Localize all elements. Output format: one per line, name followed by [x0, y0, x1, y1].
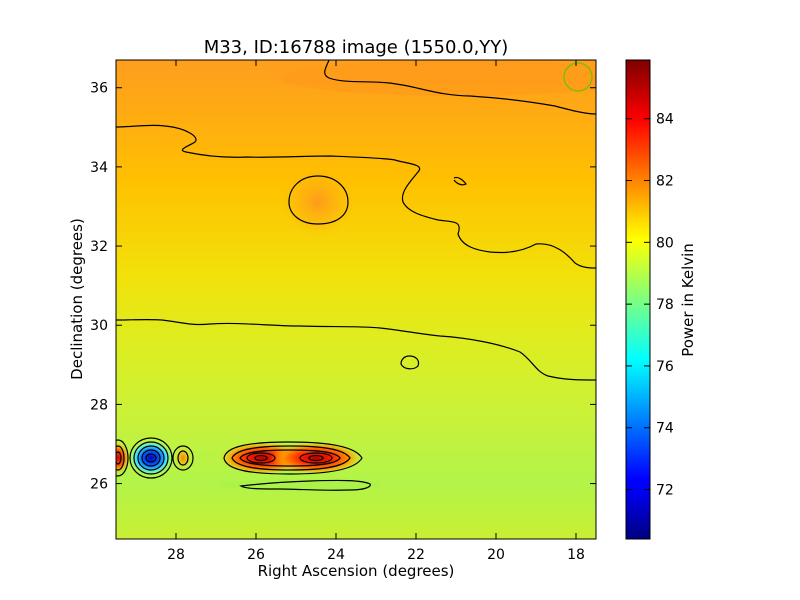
contour-line: [453, 176, 467, 186]
y-tick-label: 30: [90, 318, 108, 334]
x-tick-label: 18: [567, 547, 585, 563]
colorbar-tick-label: 76: [656, 359, 674, 375]
contour-line: [177, 450, 189, 466]
colorbar-tick-label: 80: [656, 235, 674, 251]
y-tick-label: 36: [90, 81, 108, 97]
heatmap-feature-north-band: [280, 60, 596, 96]
contour-line: [145, 453, 157, 463]
colorbar-gradient: [625, 59, 651, 540]
contour-line: [116, 445, 125, 471]
y-tick-label: 28: [90, 397, 108, 413]
contour-line: [324, 60, 596, 115]
contour-line: [231, 445, 351, 471]
contour-line: [239, 449, 341, 467]
chart-title: M33, ID:16788 image (1550.0,YY): [204, 37, 509, 58]
heatmap-feature-cold: [129, 440, 173, 476]
contour-lines: [116, 60, 596, 491]
heatmap-feature-south-band: [220, 479, 380, 491]
plot-frame: [115, 59, 597, 540]
contour-line: [129, 437, 173, 479]
contour-line: [116, 124, 596, 269]
heatmap-area: [116, 60, 596, 539]
contour-line: [133, 441, 169, 475]
colorbar-tick-label: 82: [656, 174, 674, 190]
marker-circle: [563, 62, 593, 92]
x-tick-label: 22: [407, 547, 425, 563]
colorbar-tick-label: 74: [656, 421, 674, 437]
colorbar-label: Power in Kelvin: [679, 243, 697, 357]
contour-line: [116, 318, 596, 381]
contour-line: [172, 445, 194, 471]
x-tick-label: 26: [247, 547, 265, 563]
x-axis-label: Right Ascension (degrees): [258, 562, 455, 580]
contour-line: [137, 445, 165, 471]
contour-line: [308, 454, 324, 462]
y-tick-label: 26: [90, 477, 108, 493]
y-axis-ticks: 26 28 30 32 34 36: [90, 81, 596, 493]
x-axis-ticks: 28 26 24 22 20 18: [167, 60, 585, 563]
y-tick-label: 34: [90, 160, 108, 176]
colorbar-tick-label: 78: [656, 297, 674, 313]
contour-line: [254, 454, 268, 462]
x-tick-label: 28: [167, 547, 185, 563]
colorbar: 72 74 76 78 80 82 84 Power in Kelvin: [625, 59, 697, 540]
contour-line: [299, 452, 333, 464]
y-axis-label: Declination (degrees): [68, 218, 86, 380]
heatmap-feature-small-spot: [174, 446, 192, 470]
contour-line: [400, 355, 420, 370]
colorbar-ticks: 72 74 76 78 80 82 84: [626, 112, 674, 499]
colorbar-tick-label: 84: [656, 112, 674, 128]
heatmap-feature-warm-spot: [282, 168, 354, 236]
colorbar-tick-label: 72: [656, 483, 674, 499]
y-tick-label: 32: [90, 239, 108, 255]
contour-line: [288, 175, 349, 225]
contour-line: [116, 451, 122, 465]
contour-line: [246, 452, 276, 464]
x-tick-label: 20: [487, 547, 505, 563]
contour-line: [239, 479, 371, 491]
contour-line: [116, 439, 129, 477]
contour-line: [141, 449, 161, 467]
contour-line: [223, 441, 363, 475]
x-tick-label: 24: [327, 547, 345, 563]
